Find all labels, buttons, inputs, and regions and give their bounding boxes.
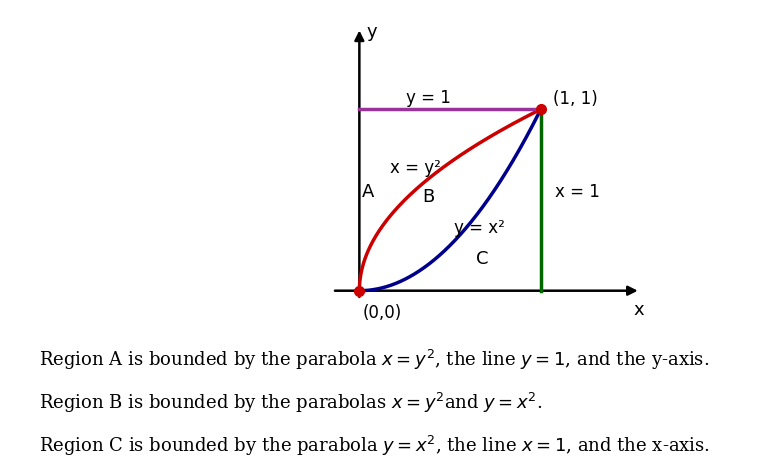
Text: y = x²: y = x² (454, 219, 505, 237)
Text: Region B is bounded by the parabolas $x = y^2$and $y = x^2$.: Region B is bounded by the parabolas $x … (39, 390, 542, 414)
Text: Region C is bounded by the parabola $y = x^2$, the line $x = 1$, and the x-axis.: Region C is bounded by the parabola $y =… (39, 433, 709, 457)
Text: C: C (476, 249, 489, 268)
Text: (1, 1): (1, 1) (554, 90, 598, 108)
Text: B: B (422, 188, 435, 206)
Text: A: A (362, 182, 374, 200)
Text: Region A is bounded by the parabola $x = y^2$, the line $y = 1$, and the y-axis.: Region A is bounded by the parabola $x =… (39, 347, 709, 371)
Text: x = 1: x = 1 (555, 182, 600, 200)
Text: y = 1: y = 1 (406, 89, 451, 106)
Text: (0,0): (0,0) (363, 304, 402, 322)
Text: x: x (634, 300, 644, 318)
Text: y: y (367, 23, 378, 41)
Text: x = y²: x = y² (390, 159, 441, 177)
